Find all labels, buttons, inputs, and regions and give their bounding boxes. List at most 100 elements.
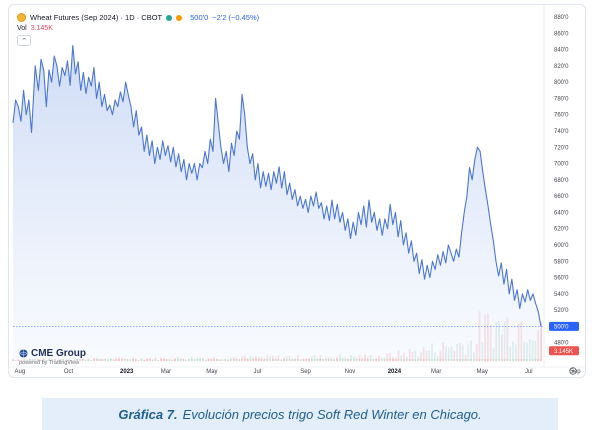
volume-bar xyxy=(162,357,165,361)
volume-bar xyxy=(347,358,350,361)
volume-bar xyxy=(199,358,202,361)
volume-bar xyxy=(283,357,285,361)
volume-bar xyxy=(196,357,199,361)
price-area-fill xyxy=(13,45,541,359)
volume-bar xyxy=(224,358,227,361)
volume-bar xyxy=(375,358,378,361)
y-tick-label: 760'0 xyxy=(554,113,569,119)
y-tick-label: 880'0 xyxy=(554,15,569,21)
volume-value: 3.145K xyxy=(30,25,53,32)
volume-bar xyxy=(280,359,283,361)
volume-bar xyxy=(361,358,364,361)
volume-bar xyxy=(218,359,221,361)
last-volume-badge xyxy=(549,346,579,356)
y-tick-label: 700'0 xyxy=(554,162,569,168)
volume-bar xyxy=(302,358,305,361)
x-tick-label: Mar xyxy=(161,369,171,375)
price-change: −2'2 (−0.45%) xyxy=(212,13,260,22)
volume-bar xyxy=(123,358,126,361)
volume-bar xyxy=(81,358,84,361)
volume-label: Vol xyxy=(17,25,27,32)
volume-bar xyxy=(84,359,87,361)
volume-bar xyxy=(140,358,143,361)
volume-bar xyxy=(151,359,154,361)
volume-bar xyxy=(160,357,162,361)
price-line-series[interactable] xyxy=(12,44,542,327)
volume-bar xyxy=(101,358,104,361)
volume-bar xyxy=(121,357,123,361)
volume-bar xyxy=(65,359,67,361)
volume-bar xyxy=(40,359,42,361)
y-tick-label: 620'0 xyxy=(554,227,569,233)
x-tick-label: Nov xyxy=(345,369,356,375)
volume-bar xyxy=(174,357,176,361)
volume-bar xyxy=(143,359,146,361)
y-tick-label: 540'0 xyxy=(554,292,569,298)
volume-bar xyxy=(37,358,40,361)
volume-bar xyxy=(59,359,62,361)
volume-bar xyxy=(366,357,369,361)
volume-bar xyxy=(87,358,90,361)
volume-bar xyxy=(14,360,17,361)
y-tick-label: 640'0 xyxy=(554,210,569,216)
volume-bar xyxy=(146,358,148,361)
volume-bar xyxy=(31,359,34,361)
volume-bar xyxy=(51,359,54,361)
volume-bar xyxy=(107,359,109,361)
volume-bar xyxy=(95,357,98,361)
volume-bar xyxy=(135,359,137,361)
logo-subtitle: powered by TradingView xyxy=(19,360,80,366)
volume-bar xyxy=(132,357,135,361)
x-tick-label: Sep xyxy=(570,369,581,375)
volume-bar xyxy=(79,358,81,361)
gear-icon[interactable] xyxy=(569,367,577,375)
volume-bar xyxy=(344,357,347,361)
volume-bar xyxy=(23,359,26,361)
volume-bar xyxy=(193,359,196,361)
volume-bar xyxy=(168,359,171,361)
chevron-up-icon: ⌃ xyxy=(21,37,27,45)
volume-bar xyxy=(12,359,14,361)
volume-bar xyxy=(157,359,160,361)
symbol-title[interactable]: Wheat Futures (Sep 2024) · 1D · CBOT xyxy=(30,13,163,22)
volume-bar xyxy=(98,358,101,361)
volume-bar xyxy=(221,359,224,361)
price-chart[interactable]: 880'0 860'0 840'0 820'0 800'0 780'0 760'0 740'0… xyxy=(9,5,586,378)
y-tick-label: 780'0 xyxy=(554,96,569,102)
volume-bar xyxy=(48,357,51,361)
collapse-legend-button[interactable]: ⌃ xyxy=(17,35,31,46)
volume-bar xyxy=(70,359,73,361)
volume-bar xyxy=(227,359,229,361)
volume-legend: Vol 3.145K xyxy=(17,25,53,32)
volume-bar xyxy=(330,357,333,361)
y-tick-label: 580'0 xyxy=(554,259,569,265)
symbol-header[interactable]: Wheat Futures (Sep 2024) · 1D · CBOT 500… xyxy=(17,13,259,22)
volume-bar xyxy=(67,359,70,361)
volume-bar xyxy=(372,358,375,361)
volume-bar xyxy=(73,359,76,361)
volume-bar xyxy=(42,358,45,361)
x-tick-label: Jul xyxy=(254,369,262,375)
volume-bar xyxy=(62,358,65,361)
volume-bar xyxy=(294,358,297,361)
volume-bar xyxy=(34,358,37,361)
volume-bar xyxy=(179,358,182,361)
y-tick-label: 740'0 xyxy=(554,129,569,135)
y-tick-label: 860'0 xyxy=(554,31,569,37)
volume-bar xyxy=(263,357,266,361)
volume-bar xyxy=(137,359,140,361)
data-status-icon xyxy=(176,14,183,21)
x-tick-label: 2023 xyxy=(120,369,134,375)
volume-bar xyxy=(109,357,112,361)
x-tick-label: Jul xyxy=(525,369,533,375)
volume-bar xyxy=(54,358,56,361)
volume-bar xyxy=(540,322,542,361)
volume-bar xyxy=(115,357,118,361)
volume-bar xyxy=(216,358,218,361)
y-tick-label: 600'0 xyxy=(554,243,569,249)
volume-bar xyxy=(26,359,28,361)
volume-bar xyxy=(274,357,277,361)
volume-bar xyxy=(165,359,168,361)
caption-label: Gráfica 7. xyxy=(118,406,178,422)
volume-bar xyxy=(112,359,115,361)
